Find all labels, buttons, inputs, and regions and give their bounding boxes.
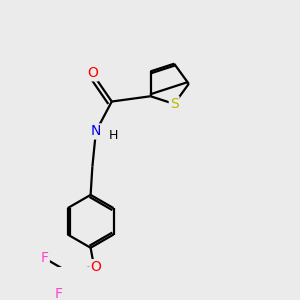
- Text: N: N: [91, 124, 101, 139]
- Text: F: F: [55, 286, 63, 300]
- Text: F: F: [41, 251, 49, 265]
- Text: O: O: [91, 260, 101, 274]
- Text: S: S: [170, 97, 178, 111]
- Text: O: O: [87, 66, 98, 80]
- Text: H: H: [109, 128, 118, 142]
